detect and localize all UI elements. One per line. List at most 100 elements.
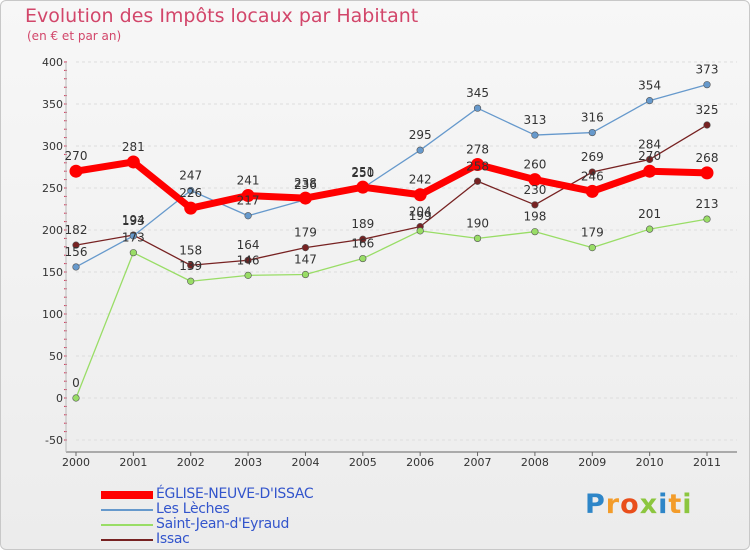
data-point (531, 228, 539, 236)
data-point (643, 164, 657, 178)
series-line (75, 84, 708, 268)
data-label: 345 (466, 86, 489, 100)
data-label: 284 (638, 137, 661, 151)
y-tick-label: 400 (42, 56, 63, 69)
data-point (703, 215, 711, 223)
data-label: 313 (523, 113, 546, 127)
data-label: 146 (237, 253, 260, 267)
data-point (585, 184, 599, 198)
data-point (301, 270, 310, 279)
x-tick-label: 2001 (119, 456, 147, 469)
x-tick-label: 2000 (62, 456, 90, 469)
data-label: 260 (523, 158, 546, 172)
logo-letter: x (639, 489, 659, 520)
data-label: 164 (237, 238, 260, 252)
grid (76, 61, 737, 441)
data-point (473, 234, 482, 242)
legend-swatch (101, 524, 153, 526)
x-tick-label: 2008 (521, 456, 549, 469)
y-tick-label: 300 (42, 140, 63, 153)
data-point (413, 188, 427, 202)
x-tick-label: 2010 (636, 456, 664, 469)
logo-letter: r (605, 489, 621, 520)
data-label: 230 (523, 183, 546, 197)
legend-swatch (101, 491, 153, 499)
data-label: 158 (179, 243, 202, 257)
data-label: 251 (351, 165, 374, 179)
data-point (588, 244, 596, 252)
data-label: 250 (351, 166, 374, 180)
data-label: 156 (65, 245, 88, 259)
data-label: 213 (696, 197, 719, 211)
x-tick-label: 2011 (693, 456, 721, 469)
data-point (473, 104, 482, 112)
data-point (72, 241, 80, 249)
series-line (75, 218, 708, 399)
legend-swatch (101, 509, 153, 511)
data-label: 373 (696, 63, 719, 77)
data-label: 242 (409, 173, 432, 187)
data-label: 189 (351, 217, 374, 231)
data-label: 247 (179, 169, 202, 183)
x-tick-label: 2003 (234, 456, 262, 469)
series-line (75, 124, 708, 266)
y-tick-label: 350 (42, 98, 63, 111)
data-point (528, 173, 542, 187)
data-label: 173 (122, 231, 145, 245)
data-point (359, 254, 367, 263)
legend-label: Issac (156, 531, 190, 547)
data-label: 238 (294, 176, 317, 190)
chart-title: Evolution des Impôts locaux par Habitant (25, 5, 419, 27)
y-tick-label: 150 (42, 266, 63, 279)
legend-label: ÉGLISE-NEUVE-D'ISSAC (156, 486, 314, 502)
data-label: 217 (237, 194, 260, 208)
x-tick-label: 2004 (291, 456, 319, 469)
data-point (298, 191, 312, 205)
data-point (588, 128, 596, 137)
y-tick-label: 0 (56, 392, 63, 405)
y-tick-label: 250 (42, 182, 63, 195)
data-point (700, 166, 714, 180)
data-point (69, 164, 83, 178)
data-point (244, 256, 252, 264)
legend-swatch (101, 539, 153, 541)
data-point (72, 394, 80, 402)
data-point (187, 261, 195, 269)
data-label: 270 (65, 149, 88, 163)
data-label: 193 (122, 214, 145, 228)
data-label: 0 (72, 376, 80, 390)
y-tick-label: -50 (45, 434, 63, 447)
data-labels: 182 194 158 164 179 189 204 258 230 269 284 325 0 173… (65, 63, 719, 390)
data-point (187, 277, 195, 285)
logo-letter: o (620, 489, 640, 520)
data-point (646, 155, 654, 164)
data-point (241, 189, 255, 203)
legend-label: Les Lèches (156, 501, 230, 517)
data-point (703, 121, 711, 129)
data-label: 179 (581, 226, 604, 240)
data-point (184, 201, 198, 215)
data-point (416, 227, 424, 235)
data-label: 295 (409, 128, 432, 142)
data-label: 139 (179, 259, 202, 273)
data-label: 182 (65, 223, 88, 237)
x-tick-label: 2002 (177, 456, 205, 469)
data-label: 201 (638, 207, 661, 221)
chart-subtitle: (en € et par an) (27, 29, 122, 43)
data-point (646, 97, 654, 105)
data-label: 278 (466, 142, 489, 156)
data-label: 258 (466, 159, 489, 173)
data-label: 354 (638, 79, 661, 93)
y-tick-label: 200 (42, 224, 63, 237)
y-tick-label: 100 (42, 308, 63, 321)
data-label: 190 (466, 216, 489, 230)
series-line (75, 158, 708, 212)
data-point (531, 131, 539, 139)
data-label: 268 (696, 151, 719, 165)
data-label: 166 (351, 237, 374, 251)
data-point (126, 155, 140, 169)
data-label: 246 (581, 169, 604, 183)
data-label: 198 (523, 210, 546, 224)
series-lines (69, 81, 714, 402)
